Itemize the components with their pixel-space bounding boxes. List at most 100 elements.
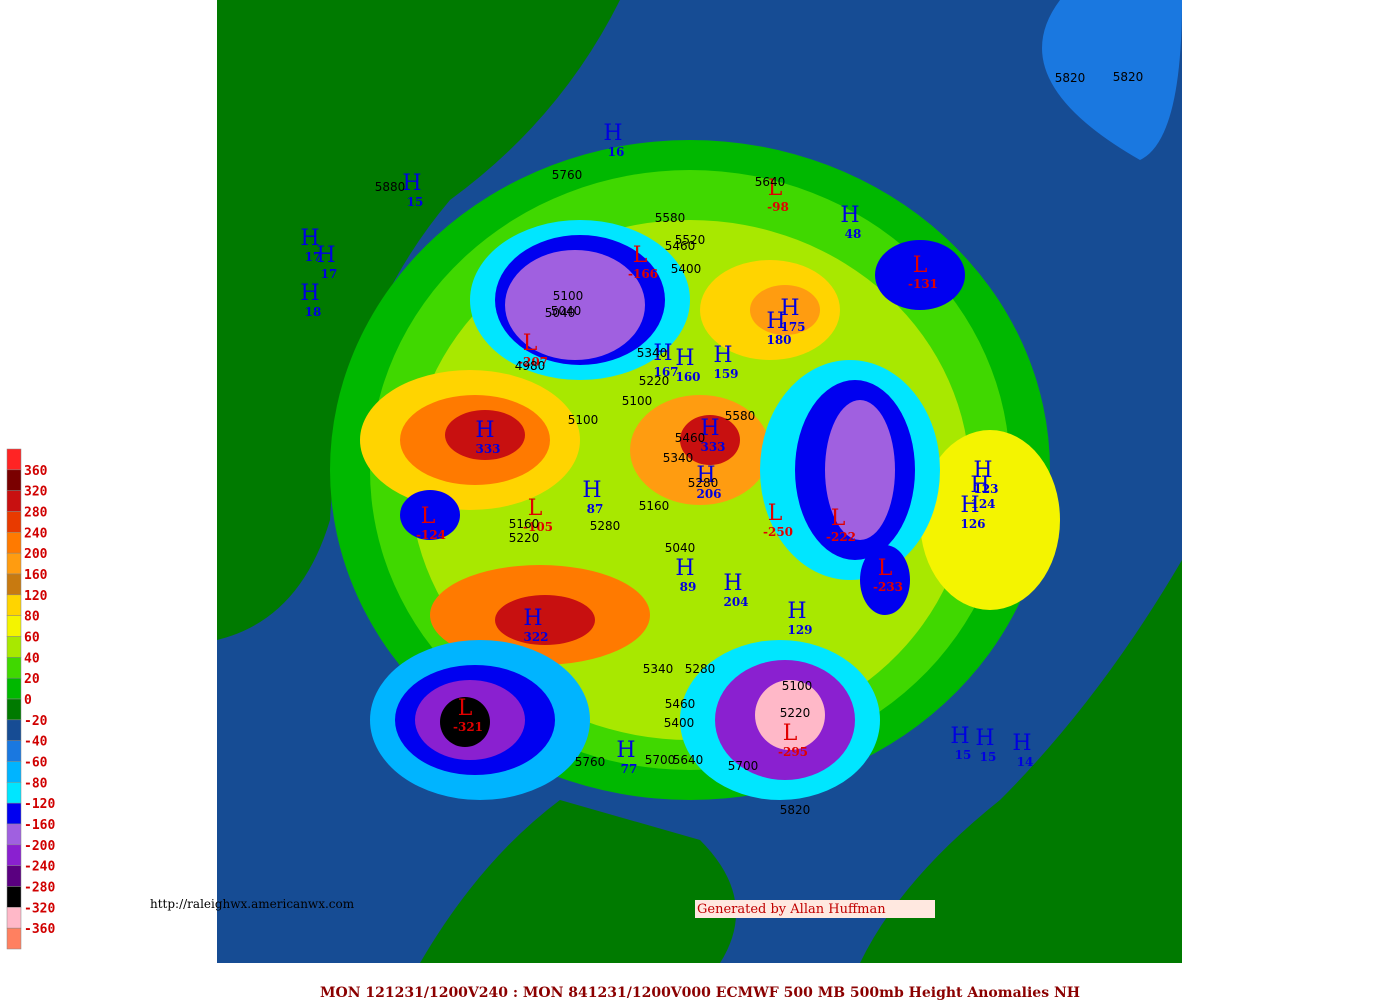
center-symbol: H — [475, 418, 494, 443]
contour-label: 5280 — [685, 662, 716, 676]
legend-swatch — [6, 802, 22, 825]
legend-label: -80 — [24, 776, 48, 791]
center-symbol: L — [768, 501, 783, 526]
contour-label: 5280 — [590, 519, 621, 533]
contour-label: 5520 — [675, 233, 706, 247]
center-symbol: H — [653, 341, 672, 366]
center-symbol: H — [300, 281, 319, 306]
legend-swatch — [6, 511, 22, 533]
contour-label: 5460 — [665, 697, 696, 711]
center-value: 160 — [675, 370, 700, 384]
legend-swatch — [6, 907, 22, 929]
contour-label: 5820 — [1113, 70, 1144, 84]
center-value: -222 — [826, 530, 856, 544]
legend-swatch — [6, 719, 22, 741]
contour-label: 5580 — [725, 409, 756, 423]
contour-label: 5220 — [780, 706, 811, 720]
legend-label: 160 — [24, 568, 48, 583]
center-symbol: H — [696, 463, 715, 488]
center-value: 333 — [700, 440, 725, 454]
contour-label: 5580 — [655, 211, 686, 225]
center-symbol: H — [780, 296, 799, 321]
center-symbol: H — [973, 458, 992, 483]
contour-label: 5700 — [728, 759, 759, 773]
center-symbol: H — [713, 343, 732, 368]
center-value: 129 — [787, 623, 812, 637]
center-value: 14 — [1017, 755, 1034, 769]
center-value: 15 — [407, 195, 424, 209]
center-value: 167 — [653, 365, 678, 379]
contour-label: 5160 — [509, 517, 540, 531]
contour-label: 5460 — [665, 239, 696, 253]
legend-label: 80 — [24, 610, 40, 625]
legend-label: -120 — [24, 797, 55, 812]
center-symbol: H — [1012, 731, 1031, 756]
center-value: 124 — [970, 497, 995, 511]
center-value: -131 — [908, 277, 938, 291]
center-value: 89 — [680, 580, 697, 594]
legend-swatch — [6, 657, 22, 679]
legend-swatch — [6, 698, 22, 721]
center-value: 123 — [973, 482, 998, 496]
center-value: 180 — [766, 333, 791, 347]
center-symbol: H — [975, 726, 994, 751]
legend-swatch — [6, 469, 22, 491]
legend-label: -20 — [24, 714, 48, 729]
center-value: -124 — [416, 528, 446, 542]
contour-label: 5400 — [671, 262, 702, 276]
legend-label: 0 — [24, 693, 32, 708]
contour-label: 5340 — [643, 662, 674, 676]
legend-label: 60 — [24, 631, 40, 646]
legend-label: 280 — [24, 506, 48, 521]
contour-label: 5460 — [675, 431, 706, 445]
source-url: http://raleighwx.americanwx.com — [150, 897, 355, 911]
contour-label: 5700 — [645, 753, 676, 767]
contour-label: 5820 — [780, 803, 811, 817]
contour-label: 5220 — [639, 374, 670, 388]
legend-label: -60 — [24, 756, 48, 771]
contour-label: 5040 — [545, 306, 576, 320]
contour-label: 5340 — [637, 346, 668, 360]
contour-label: 5340 — [663, 451, 694, 465]
center-value: 77 — [621, 762, 638, 776]
center-value: 206 — [696, 487, 721, 501]
center-value: -207 — [518, 355, 548, 369]
contour-label: 5280 — [688, 476, 719, 490]
contour-label: 5220 — [509, 531, 540, 545]
contour-label: 5640 — [673, 753, 704, 767]
contour-label: 5880 — [375, 180, 406, 194]
center-value: 204 — [723, 595, 748, 609]
center-symbol: H — [582, 478, 601, 503]
legend-label: 200 — [24, 547, 48, 562]
legend-swatch — [6, 532, 22, 554]
center-symbol: H — [300, 226, 319, 251]
contour-label: 5820 — [1055, 71, 1086, 85]
center-value: -166 — [628, 267, 658, 281]
contour-label: 5760 — [575, 755, 606, 769]
center-value: -250 — [763, 525, 793, 539]
center-symbol: H — [603, 121, 622, 146]
center-value: 18 — [305, 305, 322, 319]
center-value: 126 — [960, 517, 985, 531]
center-symbol: L — [831, 506, 846, 531]
center-value: 15 — [955, 748, 972, 762]
legend-label: -240 — [24, 860, 55, 875]
center-value: 333 — [475, 442, 500, 456]
center-value: -98 — [767, 200, 789, 214]
contour-label: 5040 — [665, 541, 696, 555]
legend-label: 360 — [24, 464, 48, 479]
legend-swatch — [6, 927, 22, 950]
center-value: 322 — [523, 630, 548, 644]
legend-label: -280 — [24, 881, 55, 896]
legend-swatch — [6, 636, 22, 658]
center-symbol: L — [523, 331, 538, 356]
contour-label: 5100 — [553, 289, 584, 303]
legend-label: 20 — [24, 672, 40, 687]
center-symbol: H — [723, 571, 742, 596]
center-symbol: H — [840, 203, 859, 228]
legend-swatch — [6, 740, 22, 762]
credit: Generated by Allan Huffman — [697, 902, 886, 917]
contour-label: 5040 — [551, 304, 582, 318]
